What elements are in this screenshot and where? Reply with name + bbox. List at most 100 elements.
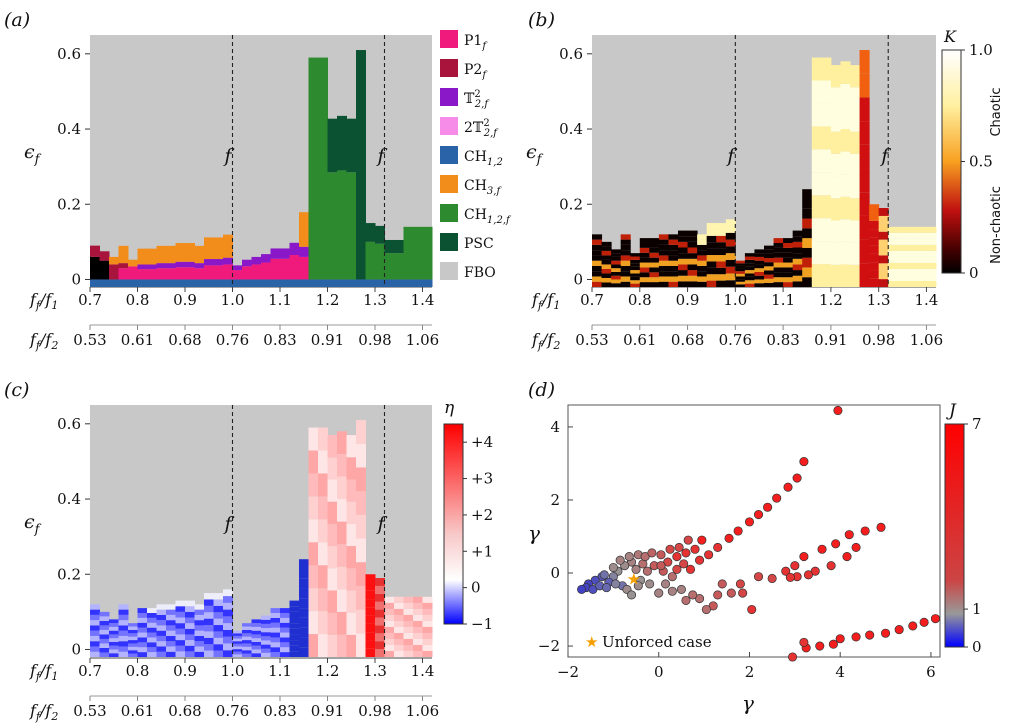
heatmap-cell <box>365 590 376 600</box>
heatmap-cell <box>792 281 803 287</box>
heatmap-cell <box>185 628 195 635</box>
scatter-point <box>724 533 734 543</box>
heatmap-cell <box>601 264 612 269</box>
heatmap-cell <box>137 637 148 643</box>
x-tick-label-f2: 1.06 <box>406 702 439 720</box>
scatter-point <box>865 630 875 640</box>
heatmap-cell <box>375 625 385 634</box>
heatmap-cell <box>327 634 338 657</box>
heatmap-cell <box>175 606 186 612</box>
heatmap-cell <box>270 612 281 618</box>
heatmap-cell <box>630 283 641 287</box>
x-tick-label-f1: 1.0 <box>221 291 245 309</box>
heatmap-cell <box>687 236 698 242</box>
heatmap-cell <box>270 637 281 643</box>
bar-segment-T2f <box>147 264 157 270</box>
scatter-point <box>767 573 777 584</box>
heatmap-cell <box>773 238 784 243</box>
scatter-point <box>860 526 870 536</box>
lbl-div: /f <box>38 330 54 349</box>
legend-sub: 3,f <box>487 186 503 197</box>
heatmap-cell <box>299 588 309 599</box>
scatter-point <box>577 584 587 594</box>
heatmap-cell <box>916 232 927 239</box>
heatmap-cell <box>194 651 205 657</box>
heatmap-cell <box>289 634 300 641</box>
heatmap-cell <box>840 219 851 242</box>
heatmap-cell <box>754 268 765 272</box>
heatmap-cell <box>850 65 861 88</box>
legend-swatch-CH12 <box>440 146 458 164</box>
heatmap-cell <box>869 245 880 254</box>
bar-segment-CH3f <box>147 248 157 265</box>
bar-segment-T2f <box>185 261 195 268</box>
heatmap-cell <box>620 244 631 251</box>
bar-segment-T2f <box>175 261 186 268</box>
heatmap-cell <box>147 608 157 613</box>
heatmap-cell <box>413 614 423 621</box>
bar-segment-CH12f <box>318 57 328 280</box>
heatmap-cell <box>611 260 622 265</box>
heatmap-cell <box>346 568 357 591</box>
scatter-point <box>690 544 700 554</box>
heatmap-cell <box>232 646 243 650</box>
bar-segment-P1f <box>128 266 138 280</box>
x-tick-label-f2: 0.68 <box>671 331 704 349</box>
heatmap-cell <box>792 241 803 248</box>
heatmap-cell <box>916 226 927 233</box>
x-tick-label-f1: 1.4 <box>915 291 939 309</box>
bar-segment-PSC <box>356 50 366 280</box>
heatmap-cell <box>413 620 423 627</box>
heatmap-cell <box>639 238 650 243</box>
heatmap-cell <box>754 260 765 265</box>
heatmap-cell <box>327 546 338 569</box>
heatmap-cell <box>601 282 612 287</box>
bar-segment-CH12 <box>356 279 366 287</box>
scatter-point <box>783 482 793 492</box>
heatmap-cell <box>175 623 186 629</box>
y-tick-label: 0.4 <box>57 120 81 138</box>
heatmap-cell <box>859 239 870 264</box>
heatmap-cell <box>270 647 281 653</box>
panel-label-d: (d) <box>528 379 555 401</box>
heatmap-cell <box>907 250 918 257</box>
heatmap-cell <box>764 274 775 279</box>
heatmap-cell <box>830 242 841 265</box>
heatmap-cell <box>620 260 631 266</box>
bar-segment-CH3f <box>223 234 233 258</box>
heatmap-cell <box>384 626 395 633</box>
heatmap-cell <box>716 248 727 256</box>
heatmap-cell <box>99 652 110 657</box>
bar-segment-PSC <box>365 223 376 242</box>
heatmap-cell <box>242 626 252 630</box>
heatmap-cell <box>251 619 262 624</box>
heatmap-cell <box>261 648 271 653</box>
heatmap-cell <box>422 650 433 657</box>
heatmap-cell <box>697 271 708 277</box>
x-axis-label-f2: ff/f2 <box>531 330 560 352</box>
scatter-point <box>615 555 625 565</box>
scatter-point <box>676 584 686 594</box>
heatmap-cell <box>668 260 679 266</box>
heatmap-cell <box>840 241 851 265</box>
colorbar-title-K-base: K <box>943 27 957 46</box>
x-axis-label-f1: ff/f1 <box>29 290 58 312</box>
lbl-sub2: 2 <box>50 710 58 723</box>
heatmap-cell <box>109 623 119 627</box>
bar-segment-T2f <box>289 242 300 256</box>
heatmap-cell <box>213 618 224 626</box>
heatmap-cell <box>213 637 224 645</box>
bar-segment-T2f <box>299 246 309 257</box>
heatmap-cell <box>232 654 243 657</box>
heatmap-cell <box>394 596 404 603</box>
heatmap-cell <box>156 604 167 610</box>
heatmap-cell <box>916 268 927 275</box>
heatmap-cell <box>375 633 385 642</box>
heatmap-cell <box>413 596 423 603</box>
heatmap-cell <box>802 189 813 199</box>
bar-segment-CH12 <box>270 279 281 287</box>
bar-segment-T2f <box>194 263 205 269</box>
lbl: f <box>29 701 39 720</box>
scatter-point <box>608 562 618 573</box>
